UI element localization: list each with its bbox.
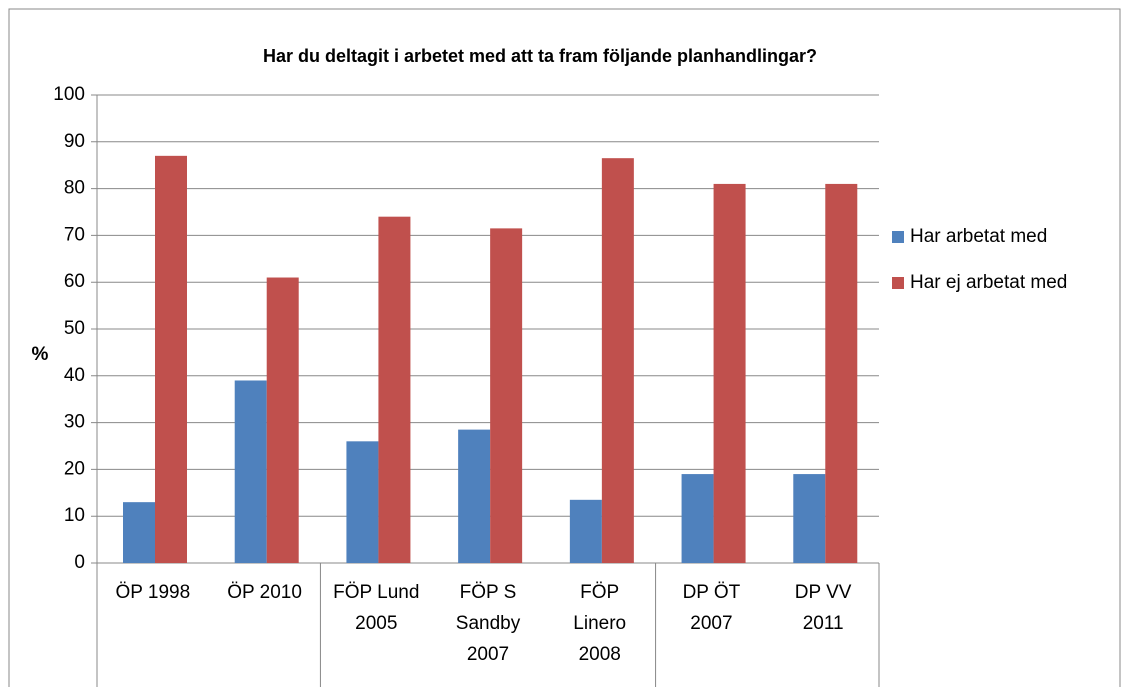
x-tick-label: Sandby	[456, 613, 521, 634]
y-tick-label: 40	[64, 365, 85, 386]
x-tick-label: 2011	[803, 613, 844, 634]
legend-swatch	[892, 231, 904, 243]
x-tick-label: DP ÖT	[683, 582, 741, 603]
legend-label: Har arbetat med	[910, 226, 1047, 247]
x-tick-label: FÖP S	[460, 582, 517, 603]
bar	[713, 183, 746, 564]
x-tick-label: 2008	[579, 644, 621, 665]
chart-title: Har du deltagit i arbetet med att ta fra…	[263, 46, 817, 66]
x-tick-label: 2005	[355, 613, 397, 634]
bar	[378, 216, 411, 563]
y-tick-label: 30	[64, 412, 85, 433]
bar	[601, 158, 634, 563]
x-tick-label: FÖP	[580, 582, 619, 603]
y-tick-label: 90	[64, 131, 85, 152]
y-tick-label: 70	[64, 224, 85, 245]
bar	[266, 277, 299, 563]
bar	[569, 499, 602, 563]
y-tick-label: 60	[64, 271, 85, 292]
y-tick-label: 10	[64, 505, 85, 526]
y-tick-label: 100	[53, 84, 85, 105]
bar	[234, 380, 267, 563]
x-tick-label: ÖP 1998	[116, 582, 191, 603]
y-tick-label: 50	[64, 318, 85, 339]
x-tick-label: ÖP 2010	[227, 582, 302, 603]
bar	[123, 502, 155, 563]
legend-label: Har ej arbetat med	[910, 272, 1067, 293]
x-tick-label: Linero	[573, 613, 626, 634]
y-axis-label: %	[32, 344, 49, 365]
bar	[681, 474, 714, 563]
bar	[825, 183, 858, 564]
bar	[458, 429, 491, 563]
x-tick-label: 2007	[467, 644, 509, 665]
x-tick-label: DP VV	[795, 582, 852, 603]
y-tick-label: 20	[64, 458, 85, 479]
chart-border	[8, 8, 1121, 687]
bar	[155, 155, 187, 563]
y-tick-label: 0	[74, 552, 85, 573]
bar	[793, 474, 826, 563]
y-tick-label: 80	[64, 178, 85, 199]
x-tick-label: 2007	[690, 613, 732, 634]
bar	[490, 228, 523, 563]
x-tick-label: FÖP Lund	[333, 582, 419, 603]
bar	[346, 441, 379, 563]
legend-swatch	[892, 277, 904, 289]
